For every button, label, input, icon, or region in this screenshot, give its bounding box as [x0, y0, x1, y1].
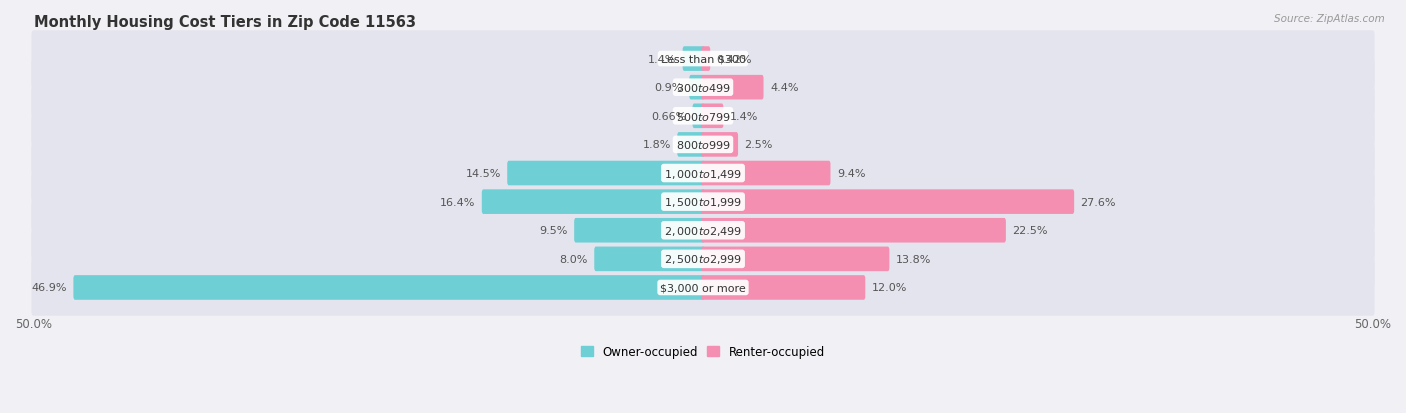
- FancyBboxPatch shape: [31, 174, 1375, 230]
- FancyBboxPatch shape: [683, 47, 704, 72]
- FancyBboxPatch shape: [702, 76, 763, 100]
- FancyBboxPatch shape: [31, 202, 1375, 259]
- Text: $2,000 to $2,499: $2,000 to $2,499: [664, 224, 742, 237]
- Text: 0.66%: 0.66%: [651, 112, 686, 121]
- Text: 4.4%: 4.4%: [770, 83, 799, 93]
- Text: 2.5%: 2.5%: [745, 140, 773, 150]
- Text: Less than $300: Less than $300: [661, 55, 745, 64]
- Text: $800 to $999: $800 to $999: [675, 139, 731, 151]
- Text: 13.8%: 13.8%: [896, 254, 931, 264]
- FancyBboxPatch shape: [31, 31, 1375, 88]
- FancyBboxPatch shape: [689, 76, 704, 100]
- Text: 9.5%: 9.5%: [540, 225, 568, 236]
- Text: $1,000 to $1,499: $1,000 to $1,499: [664, 167, 742, 180]
- FancyBboxPatch shape: [508, 161, 704, 186]
- FancyBboxPatch shape: [702, 190, 1074, 214]
- FancyBboxPatch shape: [693, 104, 704, 129]
- Text: Monthly Housing Cost Tiers in Zip Code 11563: Monthly Housing Cost Tiers in Zip Code 1…: [34, 15, 416, 30]
- FancyBboxPatch shape: [702, 47, 710, 72]
- FancyBboxPatch shape: [73, 275, 704, 300]
- FancyBboxPatch shape: [31, 117, 1375, 173]
- Legend: Owner-occupied, Renter-occupied: Owner-occupied, Renter-occupied: [576, 341, 830, 363]
- FancyBboxPatch shape: [702, 133, 738, 157]
- Text: 16.4%: 16.4%: [440, 197, 475, 207]
- FancyBboxPatch shape: [702, 104, 723, 129]
- Text: $1,500 to $1,999: $1,500 to $1,999: [664, 196, 742, 209]
- Text: 1.8%: 1.8%: [643, 140, 671, 150]
- Text: 27.6%: 27.6%: [1081, 197, 1116, 207]
- FancyBboxPatch shape: [595, 247, 704, 271]
- FancyBboxPatch shape: [702, 275, 865, 300]
- Text: 14.5%: 14.5%: [465, 169, 501, 178]
- Text: 46.9%: 46.9%: [31, 283, 67, 293]
- Text: $2,500 to $2,999: $2,500 to $2,999: [664, 253, 742, 266]
- Text: Source: ZipAtlas.com: Source: ZipAtlas.com: [1274, 14, 1385, 24]
- FancyBboxPatch shape: [482, 190, 704, 214]
- Text: 12.0%: 12.0%: [872, 283, 907, 293]
- FancyBboxPatch shape: [702, 247, 890, 271]
- FancyBboxPatch shape: [31, 231, 1375, 287]
- FancyBboxPatch shape: [702, 161, 831, 186]
- Text: $300 to $499: $300 to $499: [675, 82, 731, 94]
- FancyBboxPatch shape: [31, 60, 1375, 116]
- Text: $500 to $799: $500 to $799: [675, 111, 731, 123]
- Text: 0.9%: 0.9%: [655, 83, 683, 93]
- Text: 22.5%: 22.5%: [1012, 225, 1047, 236]
- FancyBboxPatch shape: [702, 218, 1005, 243]
- Text: 1.4%: 1.4%: [730, 112, 758, 121]
- FancyBboxPatch shape: [31, 88, 1375, 145]
- Text: $3,000 or more: $3,000 or more: [661, 283, 745, 293]
- FancyBboxPatch shape: [574, 218, 704, 243]
- Text: 9.4%: 9.4%: [837, 169, 866, 178]
- Text: 0.42%: 0.42%: [717, 55, 752, 64]
- FancyBboxPatch shape: [31, 145, 1375, 202]
- Text: 8.0%: 8.0%: [560, 254, 588, 264]
- FancyBboxPatch shape: [31, 260, 1375, 316]
- FancyBboxPatch shape: [678, 133, 704, 157]
- Text: 1.4%: 1.4%: [648, 55, 676, 64]
